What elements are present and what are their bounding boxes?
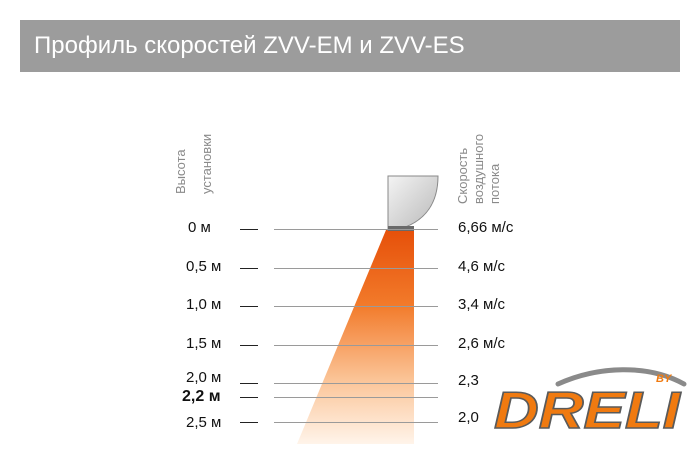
level-line xyxy=(274,397,438,398)
level-line xyxy=(274,229,438,230)
heater-outlet xyxy=(388,226,414,231)
speed-label: 3,4 м/с xyxy=(458,296,505,313)
height-label: 1,0 м xyxy=(186,296,222,313)
speed-label: 4,6 м/с xyxy=(458,258,505,275)
height-label: 0 м xyxy=(188,219,211,236)
speed-label: 2,3 xyxy=(458,372,479,389)
svg-text:BY: BY xyxy=(656,373,673,385)
level-line xyxy=(274,306,438,307)
height-tick xyxy=(240,306,258,307)
height-tick xyxy=(240,397,258,398)
svg-text:DRELI: DRELI xyxy=(494,382,682,440)
height-tick xyxy=(240,422,258,423)
airflow-plume xyxy=(297,230,414,444)
height-tick xyxy=(240,229,258,230)
height-tick xyxy=(240,383,258,384)
level-line xyxy=(274,422,438,423)
height-tick xyxy=(240,268,258,269)
heater-unit-icon xyxy=(387,175,439,231)
dreli-logo: BY DRELI xyxy=(493,367,687,441)
height-label: 2,0 м xyxy=(186,369,222,386)
height-label: 1,5 м xyxy=(186,335,222,352)
height-label-highlighted: 2,2 м xyxy=(182,388,221,405)
speed-label: 2,6 м/с xyxy=(458,335,505,352)
level-line xyxy=(274,345,438,346)
level-line xyxy=(274,268,438,269)
height-tick xyxy=(240,345,258,346)
speed-label: 6,66 м/с xyxy=(458,219,514,236)
speed-label: 2,0 xyxy=(458,409,479,426)
title-bar: Профиль скоростей ZVV-EM и ZVV-ES xyxy=(20,20,680,72)
height-label: 0,5 м xyxy=(186,258,222,275)
page-title: Профиль скоростей ZVV-EM и ZVV-ES xyxy=(34,32,465,59)
level-line xyxy=(274,383,438,384)
height-label: 2,5 м xyxy=(186,414,222,431)
